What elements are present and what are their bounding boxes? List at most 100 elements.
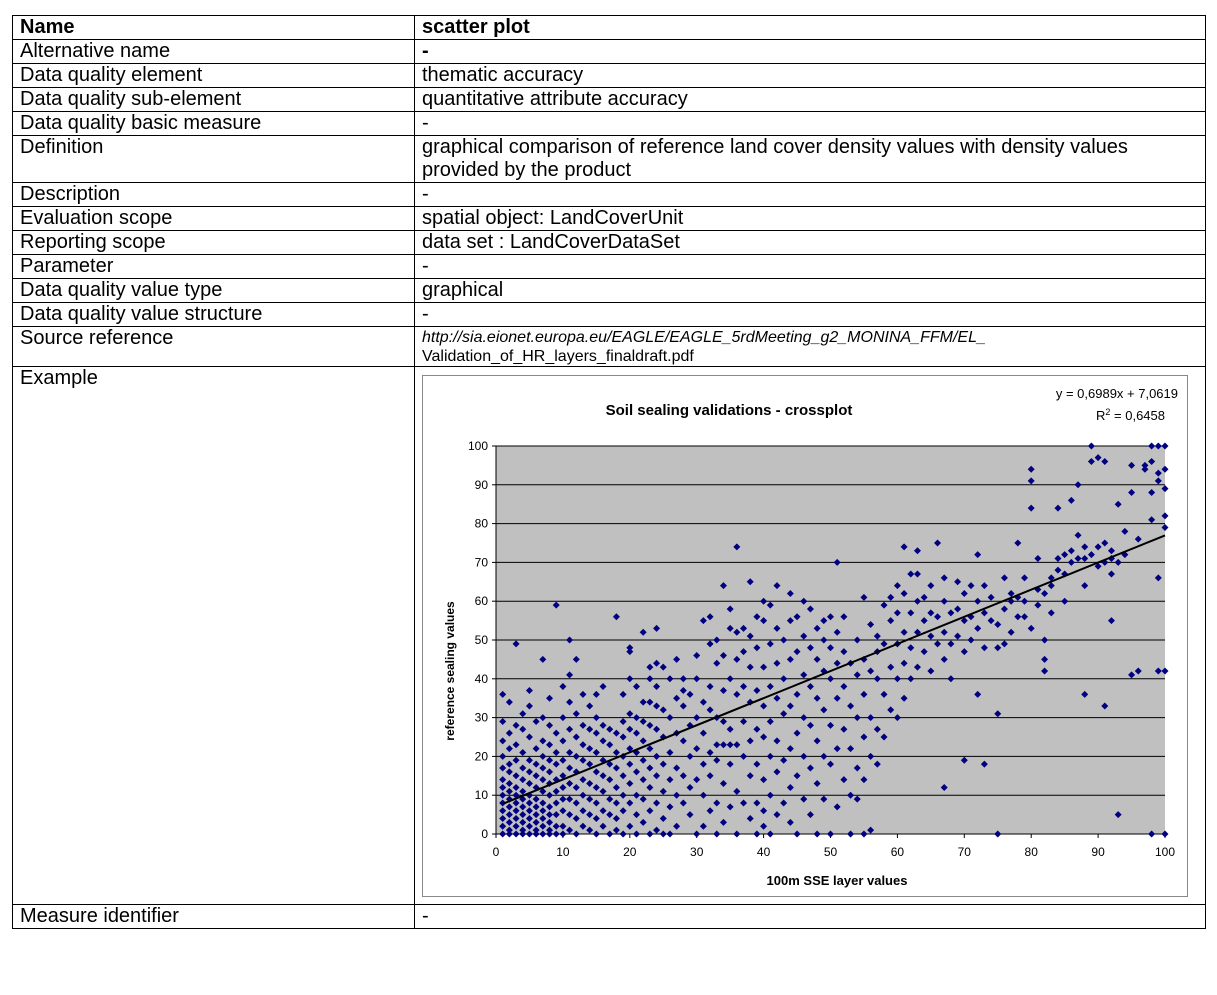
data-point <box>619 807 627 815</box>
x-tick-label: 40 <box>757 845 771 859</box>
data-point <box>653 683 661 691</box>
data-point <box>586 725 594 733</box>
data-point <box>780 756 788 764</box>
data-point <box>719 652 727 660</box>
data-point <box>626 780 634 788</box>
data-point <box>820 706 828 714</box>
data-point <box>586 702 594 710</box>
data-point <box>693 714 701 722</box>
data-point <box>753 830 761 838</box>
data-point <box>519 710 527 718</box>
data-point <box>954 578 962 586</box>
data-point <box>766 683 774 691</box>
reporting-scope-value: data set : LandCoverDataSet <box>414 230 1206 255</box>
data-point <box>760 807 768 815</box>
table-row: Data quality element thematic accuracy <box>12 63 1206 88</box>
data-point <box>599 772 607 780</box>
data-point <box>954 605 962 613</box>
data-point <box>753 686 761 694</box>
data-point <box>733 655 741 663</box>
data-point <box>833 659 841 667</box>
data-point <box>559 795 567 803</box>
chart-title: Soil sealing validations - crossplot <box>606 402 853 419</box>
data-point <box>579 807 587 815</box>
data-point <box>686 690 694 698</box>
data-point <box>693 675 701 683</box>
chart-svg: 0 10 20 30 40 50 60 70 80 90 100 0 10 20 30 40 50 60 70 80 9… <box>443 386 1178 888</box>
data-point <box>505 803 513 811</box>
data-point <box>806 644 814 652</box>
y-axis-label: reference sealing values <box>443 601 457 741</box>
reporting-scope-label: Reporting scope <box>12 230 415 255</box>
data-point <box>505 818 513 826</box>
data-point <box>766 640 774 648</box>
data-point <box>820 752 828 760</box>
data-point <box>780 710 788 718</box>
dq-value-type-value: graphical <box>414 278 1206 303</box>
data-point <box>880 690 888 698</box>
data-point <box>525 830 533 838</box>
data-point <box>532 760 540 768</box>
data-point <box>606 795 614 803</box>
data-point <box>639 737 647 745</box>
data-point <box>947 640 955 648</box>
data-point <box>519 826 527 834</box>
data-point <box>1027 504 1035 512</box>
data-point <box>512 799 520 807</box>
data-point <box>1101 458 1109 466</box>
table-row: Parameter - <box>12 254 1206 279</box>
data-point <box>760 702 768 710</box>
trendline-equation: y = 0,6989x + 7,0619 <box>1056 386 1178 401</box>
y-tick-label: 100 <box>468 439 488 453</box>
data-point <box>579 822 587 830</box>
data-point <box>592 799 600 807</box>
example-label: Example <box>12 366 415 905</box>
data-point <box>793 648 801 656</box>
y-tick-label: 30 <box>475 711 489 725</box>
source-reference-url[interactable]: http://sia.eionet.europa.eu/EAGLE/EAGLE_… <box>422 329 986 346</box>
data-point <box>546 826 554 834</box>
data-point <box>539 807 547 815</box>
data-point <box>960 589 968 597</box>
data-point <box>653 826 661 834</box>
data-point <box>974 597 982 605</box>
data-point <box>733 690 741 698</box>
data-point <box>592 729 600 737</box>
data-point <box>726 725 734 733</box>
data-point <box>693 652 701 660</box>
trend-line <box>502 534 1166 805</box>
dq-value-type-label: Data quality value type <box>12 278 415 303</box>
data-point <box>847 745 855 753</box>
data-point <box>706 613 714 621</box>
dq-value-structure-label: Data quality value structure <box>12 302 415 327</box>
data-point <box>559 683 567 691</box>
data-point <box>1007 628 1015 636</box>
data-point <box>699 617 707 625</box>
data-point <box>1061 597 1069 605</box>
data-point <box>646 807 654 815</box>
data-point <box>512 822 520 830</box>
data-point <box>586 795 594 803</box>
data-point <box>1134 667 1142 675</box>
data-point <box>639 698 647 706</box>
data-point <box>753 644 761 652</box>
dq-basic-measure-value: - <box>414 111 1206 136</box>
source-reference-label: Source reference <box>12 326 415 367</box>
data-point <box>740 624 748 632</box>
data-point <box>619 830 627 838</box>
data-point <box>753 725 761 733</box>
data-point <box>706 807 714 815</box>
data-point <box>893 582 901 590</box>
data-point <box>827 721 834 729</box>
data-point <box>746 737 754 745</box>
data-point <box>546 741 554 749</box>
data-point <box>1128 489 1136 497</box>
data-point <box>626 760 634 768</box>
data-point <box>606 830 614 838</box>
data-point <box>813 624 821 632</box>
data-point <box>599 822 607 830</box>
data-point <box>1081 555 1089 563</box>
data-point <box>1041 655 1049 663</box>
data-point <box>572 733 580 741</box>
data-point <box>860 690 868 698</box>
